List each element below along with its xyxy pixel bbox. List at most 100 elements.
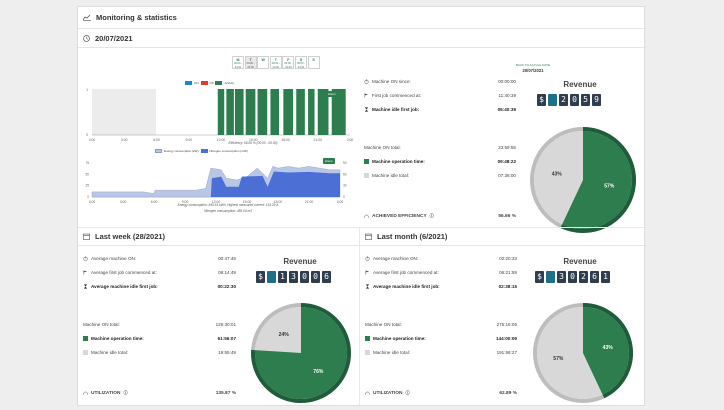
stat-value: 00:00:00 — [498, 79, 516, 84]
activity-bar — [257, 89, 268, 135]
flag-icon — [83, 270, 88, 275]
last-month-header: Last month (6/2021) — [360, 228, 646, 246]
date-button[interactable]: S 00:00 - 24:00 — [295, 56, 307, 69]
stat-value: 07:38:00 — [498, 173, 516, 178]
date-button-range: 00:00 - 24:00 — [296, 62, 306, 69]
back-label: BACK TO ACTUAL DATE — [515, 63, 551, 67]
efficiency-caption: Efficiency: 56.66 % (00:00 - 05:30) — [228, 141, 278, 145]
info-icon: ⓘ — [429, 213, 434, 218]
stat-label: First job commenced at: — [372, 93, 422, 98]
stat-value: 19:55:49 — [218, 350, 236, 355]
x-tick-label: 0:00 — [89, 138, 96, 142]
summary-row: UTILIZATION ⓘ 62.89 % — [365, 390, 517, 396]
stat-value: 09:48:22 — [497, 159, 516, 164]
pie-label-operation: 57% — [604, 183, 615, 189]
power-icon — [83, 256, 88, 261]
stat-row: Average machine ON: 02:20:33 — [365, 256, 517, 261]
stat-value: 06:21:59 — [499, 270, 517, 275]
activity-bar — [217, 89, 225, 135]
date-button[interactable]: W — [257, 56, 270, 69]
revenue-digit: 9 — [592, 94, 601, 106]
stat-row: Machine ON total: 275:16:05 — [365, 322, 517, 327]
revenue-digit: 3 — [289, 271, 298, 283]
last-week-title: Last week (28/2021) — [95, 232, 166, 241]
date-button[interactable]: T 00:00 - 24:00 — [244, 56, 257, 69]
today-pie-chart: 57% 43% — [530, 127, 636, 233]
summary-label: UTILIZATION — [91, 390, 121, 396]
summary-row: ACHIEVED EFFICIENCY ⓘ 56.66 % — [364, 213, 516, 219]
y-tick-label-left: 25 — [85, 184, 89, 188]
date-button-day: M — [236, 58, 240, 62]
stat-label: Machine idle first job: — [372, 107, 420, 112]
date-button-range: 00:00 - 24:00 — [233, 62, 243, 69]
revenue-digit: 0 — [300, 271, 309, 283]
revenue-digit: 3 — [557, 271, 566, 283]
stat-row: Average machine ON: 00:47:48 — [83, 256, 236, 261]
back-to-actual-date-link[interactable]: BACK TO ACTUAL DATE 20/07/2021 — [502, 63, 564, 73]
off-period — [92, 89, 156, 135]
date-button[interactable]: S — [307, 56, 320, 69]
revenue-counter: $1 3 0 0 6 — [256, 271, 331, 283]
activity-bar — [331, 89, 346, 135]
stat-label: Average machine idle first job: — [373, 284, 440, 289]
stat-label: Machine operation time: — [372, 159, 425, 164]
stat-row: Machine operation time: 144:00:09 — [365, 336, 517, 341]
grey-square-icon — [83, 350, 88, 355]
date-button-day: S — [312, 58, 315, 62]
x-tick-label: 15:00 — [243, 200, 252, 204]
energy-legend: Energy consumption (kW) Nitrogen consump… — [155, 149, 248, 153]
date-button[interactable]: F 00:00 - 24:00 — [282, 56, 295, 69]
x-tick-label: 21:00 — [314, 138, 323, 142]
stat-value: 11:40:39 — [498, 93, 516, 98]
y-tick-label-right: 60 — [343, 172, 347, 176]
stat-row: Machine idle first job: 05:40:39 — [364, 107, 516, 112]
divider — [78, 227, 646, 228]
stat-row: Machine ON total: 126:30:01 — [83, 322, 236, 327]
energy-caption-1: Energy consumption: 840.51 kWh, Highest … — [177, 203, 279, 207]
x-tick-label: 6:00 — [153, 138, 160, 142]
x-tick-label: 0:00 — [337, 200, 344, 204]
x-tick-label: 15:00 — [249, 138, 258, 142]
date-button-day: S — [299, 58, 303, 62]
date-button-day: F — [287, 58, 290, 62]
revenue-digit: 0 — [311, 271, 320, 283]
date-button-day: W — [261, 58, 265, 62]
date-button[interactable]: M 00:00 - 24:00 — [232, 56, 244, 69]
stat-value: 126:30:01 — [215, 322, 236, 327]
activity-bar — [317, 89, 329, 135]
legend-off: Off — [209, 81, 214, 85]
stat-value: 191:58:27 — [496, 350, 517, 355]
hourglass-icon — [365, 284, 370, 289]
stat-value: 144:00:09 — [496, 336, 517, 341]
pie-label-operation: 76% — [313, 369, 324, 375]
revenue-digit: 5 — [581, 94, 590, 106]
hourglass-icon — [83, 284, 88, 289]
date-button[interactable]: T 00:00 - 24:00 — [269, 56, 282, 69]
date-button-range: 00:00 - 24:00 — [271, 62, 280, 69]
activity-energy-charts: 0:00 3:00 6:00 9:00 12:00 15:00 18:00 21:00 0:00… — [85, 88, 353, 204]
pie-slice-operation — [583, 307, 629, 395]
y-tick-label-right: 30 — [343, 184, 347, 188]
x-tick-label: 12:00 — [212, 200, 221, 204]
stat-row: Machine idle total: 191:58:27 — [365, 350, 517, 355]
y-tick-label-left: 50 — [85, 172, 89, 176]
zoom-button-energy[interactable]: Zoom — [323, 158, 335, 164]
revenue-counter: $2 0 5 9 — [537, 94, 601, 106]
today-stats: Machine ON since: 00:00:00 First job comm… — [364, 79, 516, 221]
revenue-digit: 0 — [568, 271, 577, 283]
stat-row: Average first job commenced at: 06:21:59 — [365, 270, 517, 275]
last-month-title: Last month (6/2021) — [377, 232, 448, 241]
stat-value: 06:14:49 — [218, 270, 236, 275]
summary-row: UTILIZATION ⓘ 135.87 % — [83, 390, 236, 396]
hourglass-icon — [364, 107, 369, 112]
stat-label: Machine idle total: — [372, 173, 410, 178]
stat-row: Machine idle total: 07:38:00 — [364, 173, 516, 178]
flag-icon — [365, 270, 370, 275]
summary-value: 135.87 % — [215, 390, 236, 396]
clock-icon — [83, 35, 90, 42]
stat-row: Machine ON since: 00:00:00 — [364, 79, 516, 84]
zoom-button-activity[interactable]: Zoom — [326, 91, 338, 97]
info-icon: ⓘ — [123, 390, 128, 395]
stat-label: Machine idle total: — [91, 350, 129, 355]
revenue-digit: 2 — [579, 271, 588, 283]
